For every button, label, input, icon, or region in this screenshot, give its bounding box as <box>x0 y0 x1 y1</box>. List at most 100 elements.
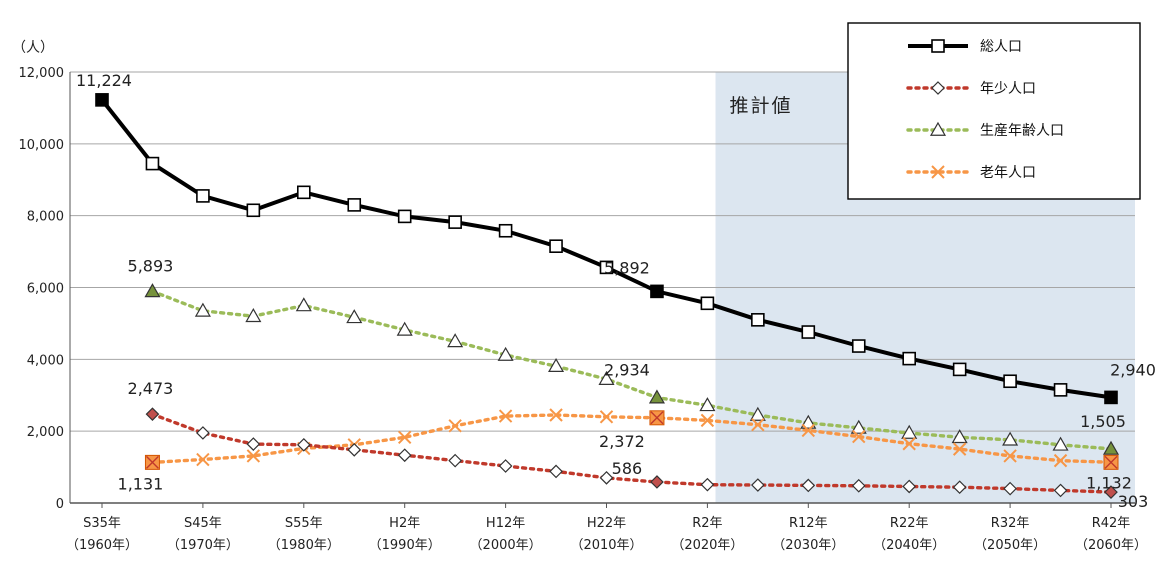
legend-marker-total <box>931 39 945 53</box>
x-tick-label: H22年 <box>587 516 626 531</box>
point-elderly-cross <box>650 411 664 425</box>
point-young <box>498 459 513 473</box>
point-elderly <box>397 430 412 444</box>
x-tick-sublabel: （1970年） <box>167 538 239 553</box>
point-total <box>549 239 563 253</box>
point-working <box>194 302 211 317</box>
point-young <box>347 442 362 457</box>
point-total <box>751 313 765 327</box>
point-total <box>145 156 160 171</box>
point-total <box>498 223 513 238</box>
point-total <box>902 351 917 366</box>
point-working <box>497 346 514 361</box>
point-total <box>448 215 462 229</box>
data-label: 1,131 <box>118 474 164 493</box>
point-total <box>650 284 664 299</box>
point-elderly <box>448 419 462 433</box>
point-elderly <box>498 409 513 423</box>
legend-label-young: 年少人口 <box>980 81 1036 97</box>
data-label: 2,940 <box>1110 360 1156 379</box>
point-working <box>295 297 312 312</box>
point-total <box>296 185 311 200</box>
x-tick-label: H12年 <box>486 516 525 531</box>
x-tick-sublabel: （2000年） <box>470 538 542 553</box>
point-young <box>751 478 765 492</box>
point-total <box>1104 390 1118 405</box>
point-working <box>598 370 615 385</box>
point-working <box>951 429 968 444</box>
x-tick-label: R42年 <box>1092 516 1131 531</box>
y-unit-label: （人） <box>12 40 54 56</box>
point-elderly <box>852 429 866 444</box>
x-tick-label: S55年 <box>285 516 323 531</box>
x-tick-sublabel: （2030年） <box>772 538 844 553</box>
point-working <box>1002 431 1019 446</box>
point-elderly <box>599 410 614 424</box>
y-tick-label: 6,000 <box>27 282 64 297</box>
point-working <box>447 333 464 348</box>
point-working <box>144 283 161 298</box>
series-line-young <box>150 412 1113 494</box>
point-young <box>650 475 664 489</box>
point-total <box>95 93 109 107</box>
x-tick-sublabel: （2050年） <box>974 538 1046 553</box>
point-elderly <box>196 452 210 467</box>
legend-label-total: 総人口 <box>980 39 1022 55</box>
point-working <box>749 406 766 421</box>
point-working <box>396 321 413 336</box>
y-tick-label: 10,000 <box>19 138 65 153</box>
point-elderly <box>549 408 563 422</box>
point-working <box>1052 436 1069 451</box>
point-young <box>397 448 412 463</box>
x-tick-label: H2年 <box>389 516 420 531</box>
point-total <box>397 209 412 224</box>
point-working <box>648 389 665 404</box>
point-young <box>902 479 917 494</box>
point-working <box>800 414 817 429</box>
data-label: 5,893 <box>128 256 174 275</box>
x-tick-sublabel: （2040年） <box>873 538 945 553</box>
point-young <box>851 478 866 493</box>
point-elderly <box>700 413 715 428</box>
point-young <box>1104 485 1118 499</box>
x-tick-label: S45年 <box>184 516 222 531</box>
point-young <box>246 437 261 451</box>
point-total <box>952 362 967 377</box>
point-total <box>599 260 614 275</box>
point-young <box>1003 481 1017 496</box>
x-tick-label: S35年 <box>83 516 121 531</box>
point-total <box>347 198 362 212</box>
x-tick-sublabel: （1990年） <box>369 538 441 553</box>
legend-marker-working <box>929 121 947 136</box>
point-elderly <box>751 417 765 432</box>
series-line-elderly <box>150 413 1113 465</box>
point-working <box>548 357 565 373</box>
x-tick-sublabel: （2060年） <box>1075 538 1147 553</box>
point-total <box>246 203 261 218</box>
point-elderly-cross <box>145 455 159 469</box>
x-tick-sublabel: （2020年） <box>671 538 743 553</box>
point-elderly-cross <box>1104 455 1118 469</box>
point-young <box>196 426 210 440</box>
point-elderly <box>1053 453 1068 468</box>
point-elderly <box>801 423 816 438</box>
x-tick-sublabel: （2010年） <box>570 538 642 553</box>
data-label: 2,372 <box>599 432 645 451</box>
data-label: 5,892 <box>604 258 650 277</box>
data-label: 586 <box>612 459 643 478</box>
point-total <box>700 296 715 311</box>
legend-label-elderly: 老年人口 <box>980 165 1036 181</box>
point-young <box>952 480 967 495</box>
data-label: 2,473 <box>128 379 174 398</box>
point-elderly <box>902 437 916 451</box>
legend-marker-young <box>931 81 945 95</box>
legend-label-working: 生産年齢人口 <box>980 123 1064 139</box>
series-line-working <box>150 289 1113 451</box>
y-tick-label: 0 <box>56 497 64 512</box>
data-label: 2,934 <box>604 361 650 380</box>
point-young <box>801 478 816 493</box>
y-tick-label: 4,000 <box>27 353 64 368</box>
point-young <box>700 477 715 492</box>
data-label: 11,224 <box>76 71 132 90</box>
